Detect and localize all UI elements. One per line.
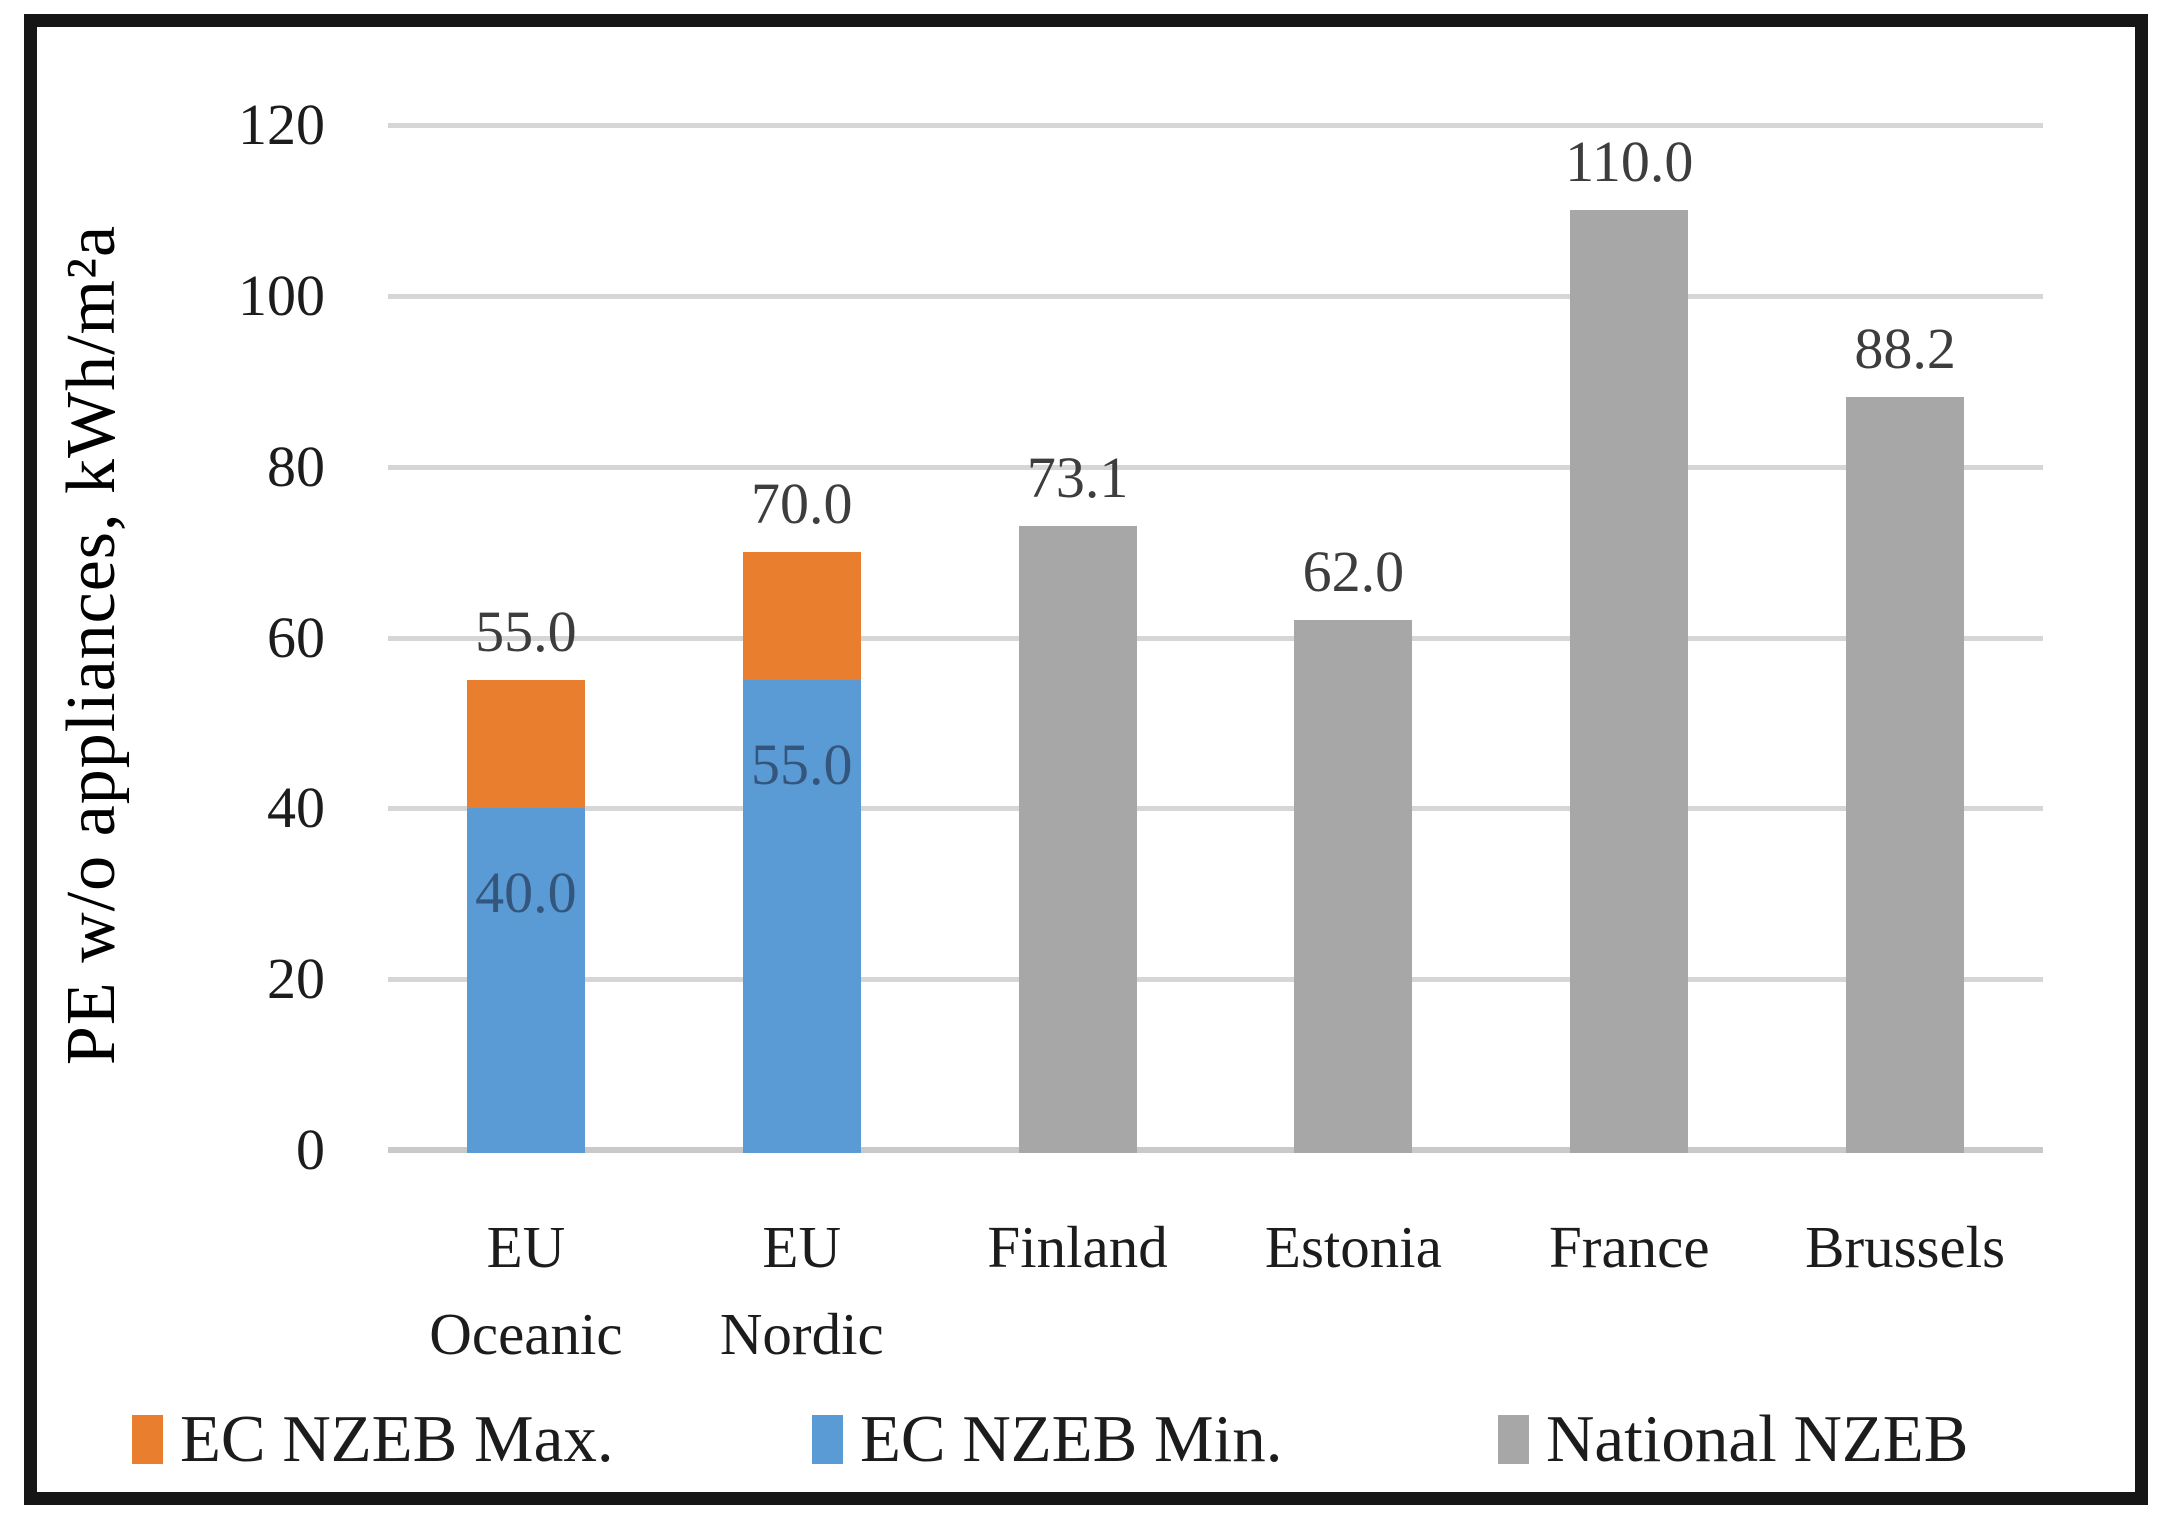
y-tick-label: 100 bbox=[238, 262, 325, 328]
data-label-inside: 40.0 bbox=[475, 860, 577, 926]
legend-swatch-icon bbox=[812, 1415, 843, 1464]
gridline bbox=[388, 123, 2043, 128]
bar-national-nzeb bbox=[1294, 620, 1413, 1153]
data-label-above: 70.0 bbox=[751, 471, 853, 537]
legend-swatch-icon bbox=[132, 1415, 163, 1464]
legend-swatch-icon bbox=[1498, 1415, 1529, 1464]
bar-national-nzeb bbox=[1018, 525, 1137, 1153]
data-label-inside: 55.0 bbox=[751, 732, 853, 798]
legend-item: EC NZEB Min. bbox=[812, 1406, 1282, 1473]
y-tick-label: 40 bbox=[267, 775, 325, 841]
bar-national-nzeb bbox=[1846, 396, 1965, 1153]
legend-label: EC NZEB Max. bbox=[180, 1402, 614, 1476]
x-tick-label: France bbox=[1548, 1214, 1710, 1280]
data-label-above: 73.1 bbox=[1026, 444, 1129, 510]
x-tick-label: Estonia bbox=[1264, 1214, 1442, 1280]
bar-ec-nzeb-max bbox=[466, 680, 585, 809]
y-tick-label: 80 bbox=[267, 433, 325, 499]
legend-item: EC NZEB Max. bbox=[132, 1406, 614, 1473]
gridline bbox=[388, 806, 2043, 812]
gridline bbox=[388, 464, 2043, 470]
x-tick-label: EU Oceanic bbox=[429, 1214, 623, 1367]
x-tick-label: Finland bbox=[987, 1214, 1168, 1280]
y-tick-label: 60 bbox=[267, 604, 325, 670]
legend-label: EC NZEB Min. bbox=[860, 1402, 1283, 1476]
y-tick-label: 120 bbox=[238, 92, 325, 157]
y-tick-label: 0 bbox=[296, 1117, 325, 1182]
gridline bbox=[388, 635, 2043, 641]
bar-ec-nzeb-max bbox=[742, 552, 861, 681]
legend-label: National NZEB bbox=[1546, 1402, 1969, 1476]
data-label-above: 55.0 bbox=[475, 599, 577, 665]
gridline bbox=[388, 977, 2043, 983]
legend-item: National NZEB bbox=[1498, 1406, 1968, 1473]
data-label-above: 88.2 bbox=[1854, 315, 1956, 381]
x-tick-label: Brussels bbox=[1805, 1214, 2006, 1280]
bar-ec-nzeb-min bbox=[742, 680, 861, 1153]
x-tick-label: EU Nordic bbox=[719, 1214, 884, 1367]
x-axis-line bbox=[388, 1147, 2043, 1153]
data-label-above: 110.0 bbox=[1565, 129, 1694, 195]
y-tick-label: 20 bbox=[267, 946, 325, 1012]
gridline bbox=[388, 293, 2043, 299]
data-label-above: 62.0 bbox=[1302, 539, 1405, 605]
bar-national-nzeb bbox=[1570, 210, 1689, 1153]
bar-ec-nzeb-min bbox=[466, 808, 585, 1153]
